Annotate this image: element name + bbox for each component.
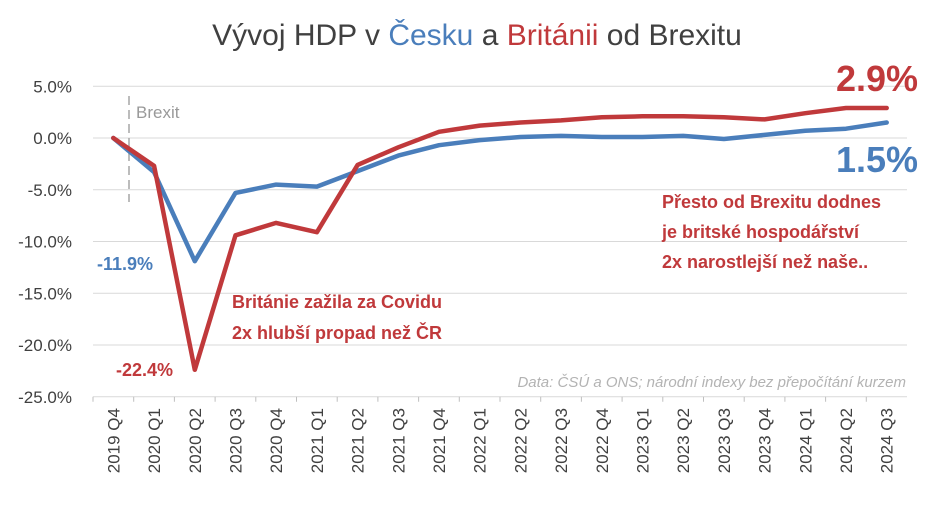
y-tick-label: -20.0% — [18, 336, 72, 355]
x-tick-label: 2019 Q4 — [104, 408, 123, 473]
x-tick-label: 2021 Q4 — [430, 408, 449, 473]
title-part2: a — [473, 19, 506, 52]
annotation-covid: Británie zažila za Covidu 2x hlubší prop… — [232, 292, 442, 343]
x-tick-label: 2020 Q2 — [186, 408, 205, 473]
title-czech: Česku — [388, 18, 473, 52]
x-tick-label: 2021 Q2 — [349, 408, 368, 473]
x-tick-label: 2023 Q2 — [674, 408, 693, 473]
label-britain-min: -22.4% — [116, 360, 173, 380]
annotation-covid-line2: 2x hlubší propad než ČR — [232, 322, 442, 343]
y-tick-label: 0.0% — [33, 129, 72, 148]
title-part3: od Brexitu — [598, 19, 741, 52]
title-britain: Británii — [507, 19, 599, 52]
gridlines — [93, 85, 907, 398]
x-tick-label: 2024 Q2 — [837, 408, 856, 473]
brexit-label: Brexit — [136, 103, 180, 122]
x-tick-label: 2020 Q4 — [267, 408, 286, 473]
x-tick-label: 2020 Q3 — [226, 408, 245, 473]
y-tick-label: -25.0% — [18, 388, 72, 407]
y-tick-label: -15.0% — [18, 284, 72, 303]
annotation-brexit: Přesto od Brexitu dodnes je britské hosp… — [661, 192, 881, 272]
series-line-britain — [111, 105, 889, 373]
x-tick-label: 2021 Q3 — [389, 408, 408, 473]
x-tick-label: 2024 Q3 — [878, 408, 897, 473]
annotation-brexit-line2: je britské hospodářství — [661, 222, 860, 242]
y-tick-label: -10.0% — [18, 233, 72, 252]
x-tick-label: 2020 Q1 — [145, 408, 164, 473]
series-line-czech — [111, 120, 889, 264]
annotation-covid-line1: Británie zažila za Covidu — [232, 292, 442, 312]
annotation-brexit-line3: 2x narostlejší než naše.. — [662, 252, 868, 272]
title-part1: Vývoj HDP v — [212, 19, 388, 52]
x-tick-label: 2023 Q3 — [715, 408, 734, 473]
x-tick-label: 2023 Q1 — [633, 408, 652, 473]
series-layer — [111, 105, 889, 373]
x-tick-label: 2022 Q3 — [552, 408, 571, 473]
annotation-brexit-line1: Přesto od Brexitu dodnes — [662, 192, 881, 212]
chart-title: Vývoj HDP v Česku a Británii od Brexitu — [212, 18, 742, 52]
x-tick-label: 2021 Q1 — [308, 408, 327, 473]
label-britain-end: 2.9% — [836, 58, 918, 99]
y-tick-label: 5.0% — [33, 77, 72, 96]
x-tick-label: 2022 Q1 — [471, 408, 490, 473]
source-note: Data: ČSÚ a ONS; národní indexy bez přep… — [517, 374, 906, 391]
y-axis: 5.0% 0.0% -5.0% -10.0% -15.0% -20.0% -25.0% — [18, 77, 72, 407]
brexit-marker: Brexit — [128, 96, 180, 202]
label-czech-end: 1.5% — [836, 139, 918, 180]
x-tick-label: 2024 Q1 — [796, 408, 815, 473]
x-tick-label: 2022 Q2 — [511, 408, 530, 473]
x-tick-label: 2023 Q4 — [756, 408, 775, 473]
x-tick-label: 2022 Q4 — [593, 408, 612, 473]
label-czech-min: -11.9% — [97, 254, 153, 274]
y-tick-label: -5.0% — [28, 181, 72, 200]
x-axis: 2019 Q4 2020 Q1 2020 Q2 2020 Q3 2020 Q4 2021 … — [92, 396, 897, 473]
